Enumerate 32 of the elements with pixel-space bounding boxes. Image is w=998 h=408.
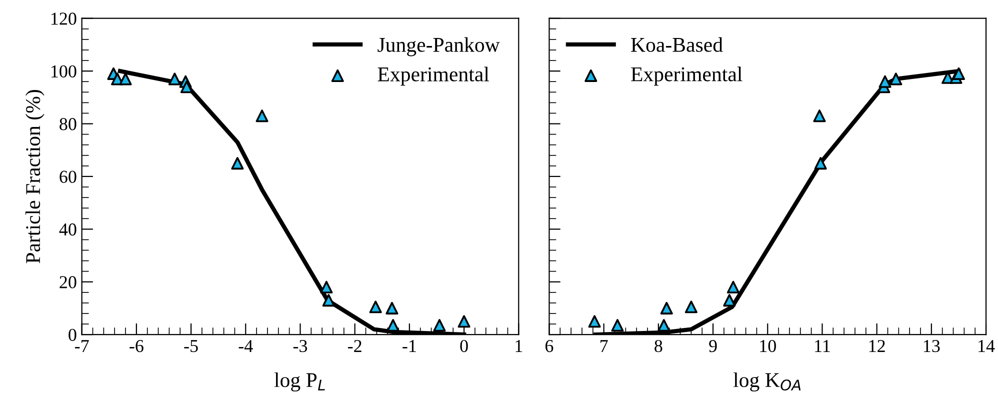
x-tick-label: -1 [402, 340, 416, 352]
y-tick-label: 80 [60, 118, 76, 130]
legend-label: Experimental [631, 66, 742, 86]
legend-label: Experimental [378, 66, 490, 86]
y-tick-label: 120 [51, 12, 76, 25]
x-tick-label: -6 [130, 340, 144, 352]
x-tick-label: -5 [184, 340, 198, 352]
legend-label: Junge-Pankow [378, 37, 500, 56]
x-tick-label: -7 [74, 340, 89, 352]
x-tick-label: 9 [709, 340, 717, 352]
x-tick-label: 11 [815, 340, 830, 352]
x-tick-label: 1 [516, 340, 522, 352]
x-tick-label: 14 [978, 340, 995, 352]
y-tick-label: 0 [68, 328, 76, 341]
x-axis-title: log P$_{L}$ [274, 372, 325, 392]
y-axis-title: Particle Fraction (%) [25, 90, 44, 264]
x-axis-title: log K$_{OA}$ [733, 372, 801, 392]
x-tick-label: -3 [293, 340, 308, 352]
x-tick-label: -4 [238, 340, 253, 352]
y-tick-label: 20 [60, 276, 76, 288]
x-tick-label: 7 [600, 340, 608, 352]
y-tick-label: 100 [51, 65, 76, 78]
x-tick-label: 10 [760, 340, 776, 352]
x-tick-label: 13 [924, 340, 940, 352]
y-tick-label: 60 [60, 170, 76, 183]
legend-label: Koa-Based [631, 37, 723, 52]
x-tick-label: -2 [348, 340, 362, 352]
x-tick-label: 12 [869, 340, 885, 352]
x-tick-label: 0 [460, 340, 468, 352]
x-tick-label: 6 [545, 340, 554, 352]
y-tick-label: 40 [59, 223, 76, 236]
x-tick-label: 8 [654, 340, 662, 352]
